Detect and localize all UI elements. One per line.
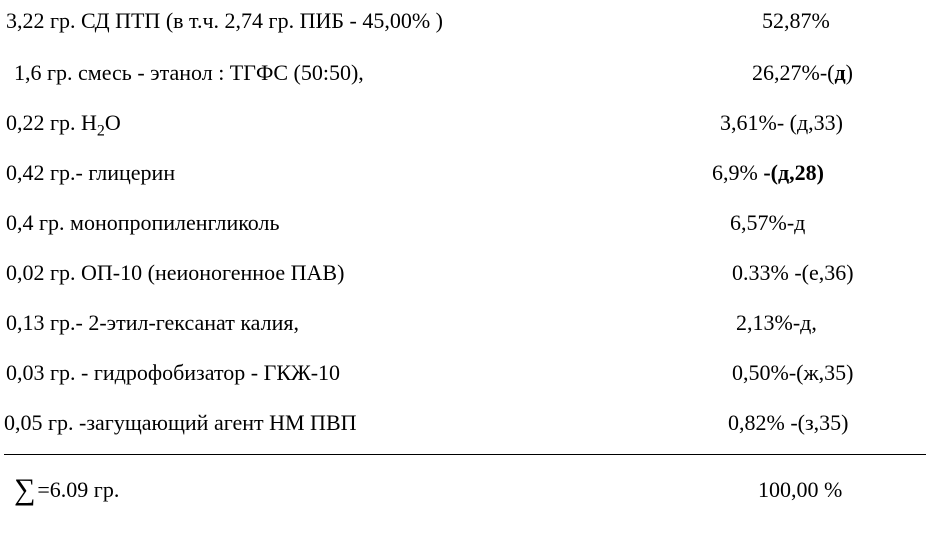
composition-row: 0,22 гр. Н2О 3,61%- (д,33)	[6, 104, 932, 154]
document-page: 3,22 гр. СД ПТП (в т.ч. 2,74 гр. ПИБ - 4…	[0, 0, 944, 540]
ingredient-text: 1,6 гр. смесь - этанол : ТГФС (50:50),	[6, 60, 364, 86]
percent-suffix: )	[846, 60, 853, 85]
percent-text: 2,13%-д,	[736, 310, 817, 336]
composition-row: 1,6 гр. смесь - этанол : ТГФС (50:50), 2…	[6, 54, 932, 104]
ingredient-text: 0,13 гр.- 2-этил-гексанат калия,	[6, 310, 299, 336]
ingredient-text: 3,22 гр. СД ПТП (в т.ч. 2,74 гр. ПИБ - 4…	[6, 8, 443, 34]
total-divider: 0,05 гр. -загущающий агент НМ ПВП 0,82% …	[4, 404, 926, 455]
percent-text: 6,9% -(д,28)	[712, 160, 824, 186]
ingredient-text: 0,05 гр. -загущающий агент НМ ПВП	[4, 410, 357, 436]
ingredient-text: 0,02 гр. ОП-10 (неионогенное ПАВ)	[6, 260, 344, 286]
percent-text: 0,82% -(з,35)	[728, 410, 849, 436]
percent-text: 0.33% -(е,36)	[732, 260, 854, 286]
sum-value: =6.09 гр.	[37, 477, 119, 502]
composition-row: 0,42 гр.- глицерин 6,9% -(д,28)	[6, 154, 932, 204]
composition-row: 0,05 гр. -загущающий агент НМ ПВП 0,82% …	[4, 404, 926, 452]
ingredient-pre: 0,22 гр. Н	[6, 110, 97, 135]
percent-bold: -(д,28)	[763, 160, 824, 185]
percent-text: 3,61%- (д,33)	[720, 110, 843, 136]
sum-row: ∑=6.09 гр. 100,00 %	[6, 471, 932, 521]
ingredient-subscript: 2	[97, 122, 105, 139]
percent-text: 26,27%-(д)	[752, 60, 853, 86]
ingredient-post: О	[105, 110, 121, 135]
percent-bold: д	[834, 60, 845, 85]
sum-percent: 100,00 %	[758, 477, 842, 503]
composition-row: 0,02 гр. ОП-10 (неионогенное ПАВ) 0.33% …	[6, 254, 932, 304]
sum-text: ∑=6.09 гр.	[6, 477, 119, 503]
ingredient-text: 0,22 гр. Н2О	[6, 110, 121, 136]
ingredient-text: 0,03 гр. - гидрофобизатор - ГКЖ-10	[6, 360, 340, 386]
percent-prefix: 26,27%-(	[752, 60, 834, 85]
composition-row: 0,13 гр.- 2-этил-гексанат калия, 2,13%-д…	[6, 304, 932, 354]
sigma-icon: ∑	[14, 480, 35, 500]
percent-text: 6,57%-д	[730, 210, 805, 236]
composition-row: 0,03 гр. - гидрофобизатор - ГКЖ-10 0,50%…	[6, 354, 932, 404]
composition-row: 3,22 гр. СД ПТП (в т.ч. 2,74 гр. ПИБ - 4…	[6, 6, 932, 54]
composition-row: 0,4 гр. монопропиленгликоль 6,57%-д	[6, 204, 932, 254]
ingredient-text: 0,42 гр.- глицерин	[6, 160, 175, 186]
ingredient-text: 0,4 гр. монопропиленгликоль	[6, 210, 280, 236]
percent-text: 52,87%	[762, 8, 830, 34]
percent-prefix: 6,9%	[712, 160, 763, 185]
percent-text: 0,50%-(ж,35)	[732, 360, 854, 386]
